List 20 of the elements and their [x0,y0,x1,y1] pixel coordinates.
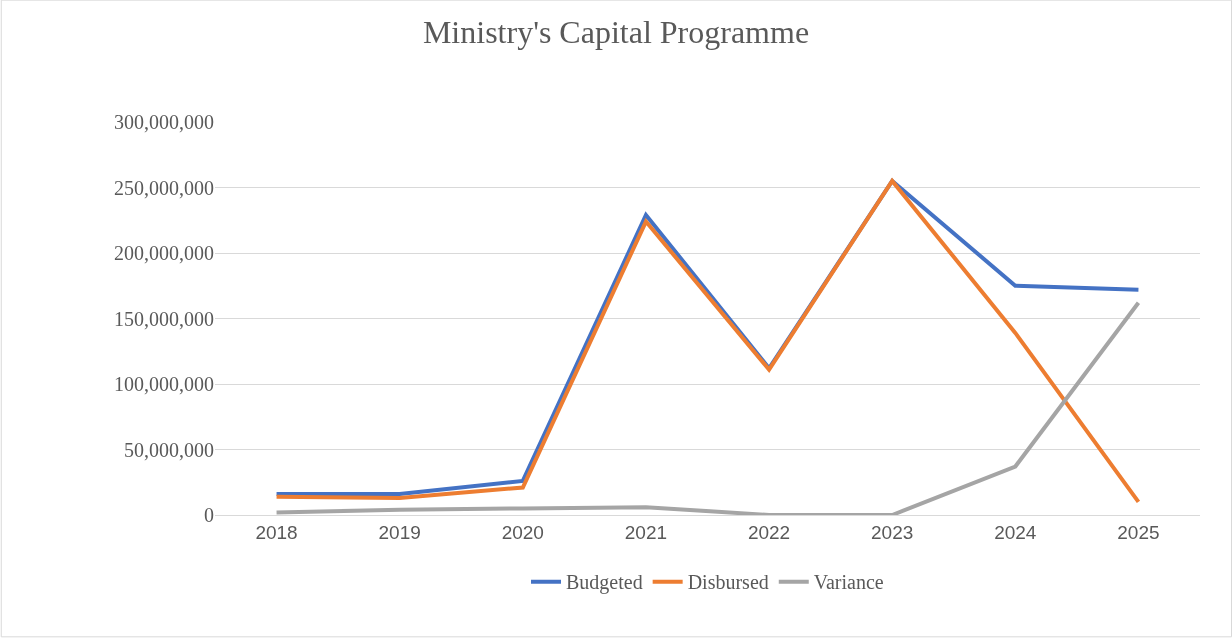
x-tick-label: 2022 [747,521,791,543]
y-tick-label: 150,000,000 [114,307,214,330]
x-tick-label: 2020 [501,521,544,543]
y-tick-label: 100,000,000 [114,373,214,395]
x-tick-label: 2024 [994,521,1037,543]
chart-title: Ministry's Capital Programme [422,14,810,51]
x-tick-label: 2023 [871,521,914,543]
y-tick-label: 250,000,000 [114,176,214,199]
x-tick-label: 2018 [255,521,298,543]
x-tick-label: 2021 [624,521,668,543]
legend-label: Budgeted [566,571,643,595]
y-tick-label: 300,000,000 [114,111,214,133]
y-tick-label: 200,000,000 [114,242,214,264]
x-tick-label: 2025 [1117,521,1160,543]
y-tick-label: 0 [204,504,214,526]
line-series [274,300,1141,515]
legend-label: Variance [813,571,884,594]
y-tick-label: 50,000,000 [124,438,214,461]
x-tick-label: 2019 [378,521,421,543]
legend-label: Disbursed [687,571,769,594]
